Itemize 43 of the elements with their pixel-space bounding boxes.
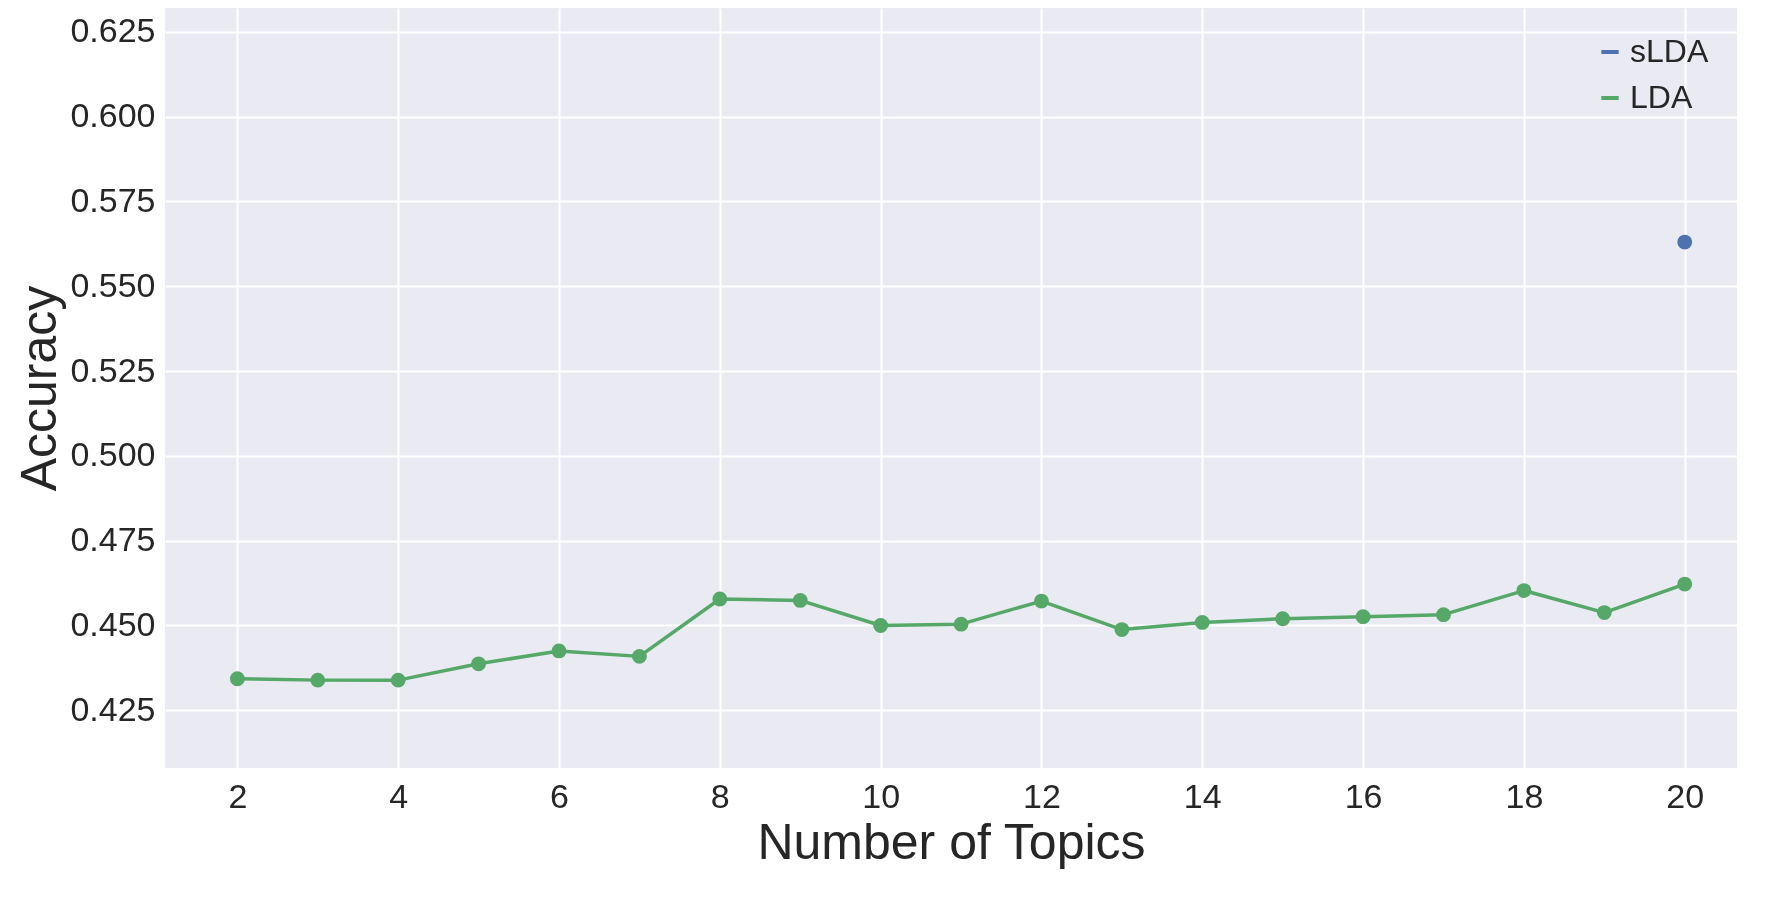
point	[1677, 234, 1693, 250]
y-tick-label: 0.550	[70, 265, 156, 304]
y-tick-label: 0.450	[70, 605, 156, 643]
point	[712, 591, 728, 607]
point	[632, 648, 647, 664]
x-tick-label: 4	[389, 776, 409, 815]
x-tick-label: 12	[1023, 776, 1061, 815]
y-tick-label: 0.475	[70, 520, 156, 559]
y-tick-label: 0.575	[70, 180, 156, 219]
point	[1034, 593, 1049, 609]
legend-label: sLDA	[1630, 33, 1709, 69]
point	[229, 671, 245, 687]
point	[1677, 576, 1693, 592]
y-tick-label: 0.425	[70, 689, 156, 728]
x-tick-label: 6	[550, 776, 569, 815]
point	[1114, 622, 1130, 637]
point	[1516, 583, 1532, 598]
legend-label: LDA	[1630, 79, 1693, 115]
point	[1355, 609, 1371, 625]
point	[1596, 605, 1612, 621]
point	[390, 672, 406, 688]
y-axis-title: Accuracy	[11, 285, 68, 492]
y-tick-label: 0.525	[70, 350, 156, 389]
x-tick-label: 20	[1666, 776, 1705, 815]
point	[873, 618, 889, 633]
point	[1275, 611, 1291, 627]
point	[1436, 607, 1451, 623]
x-tick-label: 16	[1344, 776, 1383, 815]
x-tick-label: 2	[228, 776, 248, 815]
point	[471, 656, 487, 672]
point	[1194, 615, 1210, 630]
x-tick-label: 8	[710, 776, 730, 815]
point	[953, 616, 969, 632]
point	[310, 672, 326, 688]
y-tick-label: 0.600	[70, 96, 156, 135]
x-tick-label: 10	[862, 776, 901, 815]
y-tick-label: 0.625	[70, 11, 156, 50]
point	[551, 643, 567, 659]
y-tick-label: 0.500	[70, 435, 156, 474]
x-axis-title: Number of Topics	[757, 813, 1146, 870]
x-tick-label: 14	[1183, 776, 1222, 815]
x-tick-label: 18	[1505, 776, 1544, 815]
point	[792, 592, 808, 608]
